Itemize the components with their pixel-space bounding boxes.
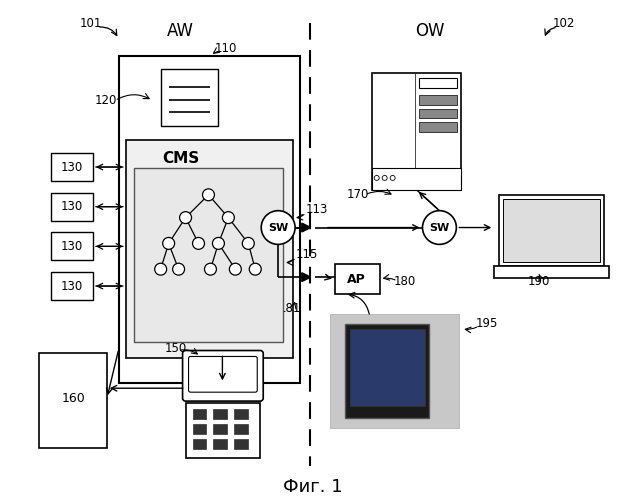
Bar — [372, 73, 461, 190]
Bar — [126, 140, 293, 358]
Circle shape — [205, 263, 217, 275]
Bar — [234, 409, 249, 419]
Circle shape — [423, 210, 456, 244]
Circle shape — [242, 238, 254, 250]
Text: 113: 113 — [306, 203, 329, 216]
Bar — [335, 264, 380, 294]
Text: 190: 190 — [528, 274, 550, 287]
Bar — [234, 439, 249, 448]
Bar — [193, 424, 207, 434]
Bar — [51, 272, 93, 300]
Text: CMS: CMS — [162, 150, 199, 166]
Text: 181: 181 — [279, 302, 301, 316]
Text: SW: SW — [268, 222, 289, 232]
Text: SW: SW — [429, 222, 449, 232]
Circle shape — [222, 212, 234, 224]
Bar — [419, 94, 458, 104]
Bar — [51, 232, 93, 260]
Bar — [51, 193, 93, 220]
Bar — [39, 354, 107, 448]
Text: 130: 130 — [61, 200, 83, 213]
Bar — [499, 195, 603, 266]
Circle shape — [155, 263, 167, 275]
Text: 160: 160 — [61, 392, 85, 404]
Bar — [119, 56, 300, 383]
Text: 170: 170 — [347, 188, 369, 202]
Text: 195: 195 — [476, 317, 498, 330]
Text: 120: 120 — [95, 94, 117, 107]
Circle shape — [193, 238, 205, 250]
Text: Фиг. 1: Фиг. 1 — [283, 478, 343, 496]
Text: OW: OW — [415, 22, 444, 40]
Text: 180: 180 — [394, 274, 416, 287]
Circle shape — [202, 189, 215, 200]
Text: 150: 150 — [165, 342, 187, 355]
Text: 115: 115 — [296, 248, 319, 261]
Circle shape — [173, 263, 185, 275]
Bar — [419, 78, 458, 88]
Bar — [213, 424, 227, 434]
Bar — [350, 328, 424, 406]
Bar — [161, 69, 218, 126]
Bar — [51, 153, 93, 181]
Circle shape — [390, 176, 395, 180]
FancyBboxPatch shape — [183, 350, 263, 401]
Text: 101: 101 — [80, 16, 102, 30]
Bar — [213, 439, 227, 448]
Bar — [372, 73, 414, 190]
Circle shape — [180, 212, 192, 224]
Text: 102: 102 — [553, 16, 575, 30]
FancyBboxPatch shape — [188, 356, 257, 392]
Bar — [419, 122, 458, 132]
Text: AP: AP — [347, 272, 366, 285]
Circle shape — [249, 263, 261, 275]
Bar — [193, 439, 207, 448]
Bar — [193, 409, 207, 419]
Text: 130: 130 — [61, 160, 83, 173]
Text: 130: 130 — [61, 280, 83, 292]
Bar — [330, 314, 459, 428]
Circle shape — [212, 238, 224, 250]
Bar — [185, 403, 260, 458]
Bar — [213, 409, 227, 419]
Circle shape — [229, 263, 241, 275]
Bar — [494, 266, 608, 278]
Circle shape — [374, 176, 379, 180]
Bar — [134, 168, 283, 342]
Text: AW: AW — [167, 22, 194, 40]
Text: 130: 130 — [61, 240, 83, 253]
Bar — [503, 199, 600, 262]
Bar — [234, 424, 249, 434]
Bar — [419, 108, 458, 118]
Circle shape — [261, 210, 295, 244]
Circle shape — [382, 176, 387, 180]
Bar — [372, 168, 461, 190]
Circle shape — [163, 238, 175, 250]
Text: 110: 110 — [214, 42, 237, 56]
Bar — [345, 324, 429, 418]
